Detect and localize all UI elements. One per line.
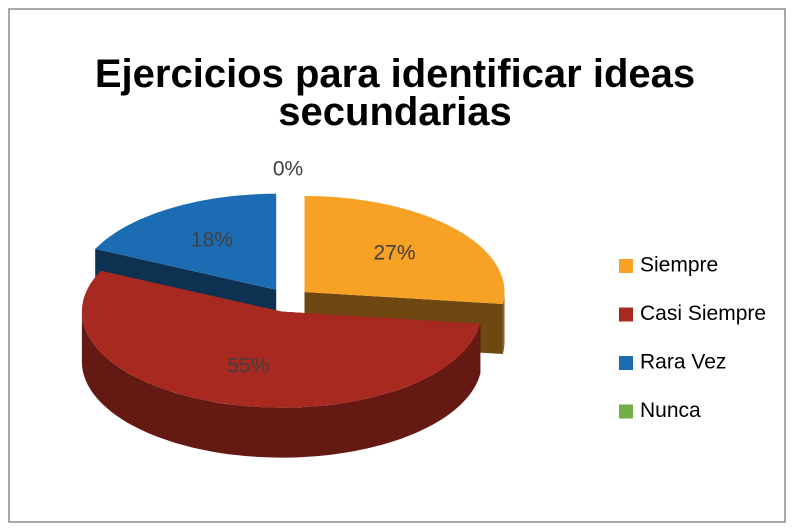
legend-swatch — [619, 356, 633, 370]
legend-label: Casi Siempre — [640, 302, 766, 325]
pie — [81, 193, 505, 458]
legend-swatch — [619, 259, 633, 273]
legend-swatch — [619, 307, 633, 322]
legend-label: Nunca — [640, 399, 701, 422]
legend-swatch — [619, 404, 633, 419]
data-label: 27% — [374, 241, 416, 264]
slice — [304, 196, 505, 304]
data-label: 18% — [191, 229, 233, 252]
slice-wall — [502, 292, 505, 354]
slice-wall — [81, 311, 481, 458]
data-label: 55% — [227, 354, 269, 377]
legend-label: Siempre — [640, 254, 718, 277]
slice — [95, 193, 277, 290]
chart-title: Ejercicios para identificar ideas secunda… — [95, 52, 695, 134]
legend-label: Rara Vez — [640, 351, 726, 374]
slice — [81, 270, 481, 408]
data-label: 0% — [273, 157, 303, 180]
